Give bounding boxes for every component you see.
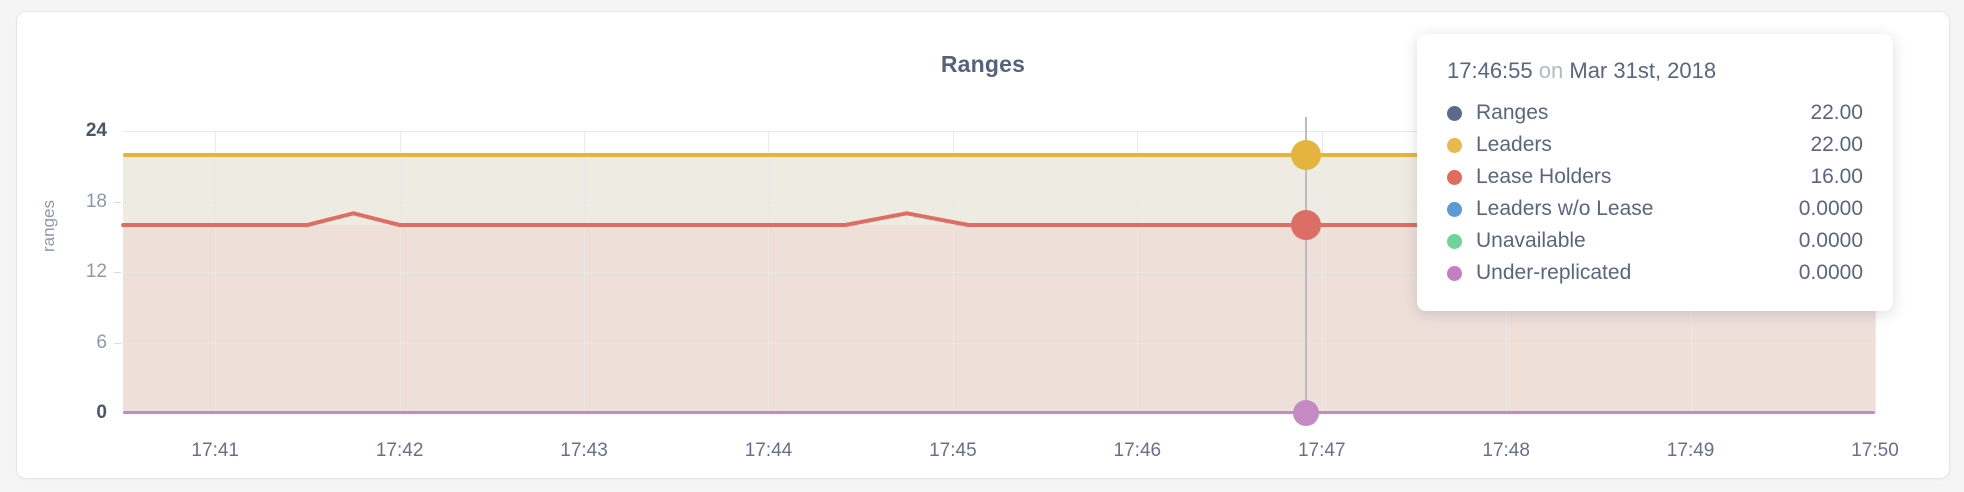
tooltip-header: 17:46:55 on Mar 31st, 2018 [1447, 58, 1863, 84]
y-axis-tick-label: 24 [85, 120, 107, 141]
line-lease-holders [123, 131, 1875, 413]
x-axis-tick-label: 17:41 [191, 440, 239, 461]
gridline-vertical [399, 131, 401, 413]
y-axis-tick-mark [114, 342, 121, 344]
y-axis-tick-mark [114, 201, 121, 203]
y-axis-tick-label: 0 [96, 402, 107, 423]
gridline-vertical [584, 131, 586, 413]
hover-dot-under-replicated [1293, 400, 1320, 426]
y-axis-tick-label: 12 [85, 261, 107, 282]
y-axis-tick-label: 18 [85, 190, 107, 212]
legend-dot-icon [1447, 233, 1462, 249]
gridline-vertical [768, 131, 770, 413]
hover-dot-leaders [1291, 139, 1322, 170]
legend-dot-icon [1447, 201, 1462, 217]
gridline-vertical [952, 131, 954, 413]
line-leaders [123, 152, 1875, 157]
x-axis-tick-label: 17:46 [1113, 440, 1162, 461]
legend-dot-icon [1447, 265, 1462, 281]
tooltip-row: Leaders w/o Lease 0.0000 [1447, 193, 1863, 225]
tooltip-row-value: 0.0000 [1798, 197, 1863, 220]
x-axis-tick-label: 17:44 [744, 440, 793, 461]
tooltip-row-value: 22.00 [1810, 101, 1863, 124]
y-axis-tick-label: 6 [96, 331, 107, 353]
page-title: Ranges [940, 51, 1026, 77]
tooltip-row-value: 0.0000 [1798, 229, 1863, 252]
tooltip-row: Lease Holders 16.00 [1447, 161, 1863, 193]
x-axis-tick-label: 17:49 [1666, 440, 1715, 461]
tooltip-row-label: Leaders w/o Lease [1476, 197, 1654, 220]
tooltip-row: Leaders 22.00 [1447, 129, 1863, 161]
gridline-vertical [1137, 131, 1139, 413]
tooltip-row: Ranges 22.00 [1447, 97, 1863, 129]
tooltip-row-value: 16.00 [1810, 165, 1863, 188]
tooltip-row-label: Under-replicated [1476, 261, 1632, 284]
hover-crosshair [1305, 117, 1308, 413]
x-axis-tick-label: 17:42 [375, 440, 424, 461]
x-axis-tick-label: 17:45 [929, 440, 977, 461]
x-axis-tick-label: 17:50 [1851, 440, 1899, 461]
tooltip-row: Unavailable 0.0000 [1447, 225, 1863, 257]
gridline-horizontal [123, 131, 1875, 132]
x-axis-tick-label: 17:48 [1482, 440, 1530, 461]
tooltip-row-label: Leaders [1476, 133, 1552, 156]
gridline-vertical [215, 131, 217, 413]
gridline-horizontal [123, 201, 1875, 203]
tooltip-rows: Ranges 22.00 Leaders 22.00 Lease Holders 16.0… [1447, 97, 1863, 289]
x-axis-tick-label: 17:43 [560, 440, 608, 461]
hover-tooltip: 17:46:55 on Mar 31st, 2018 Ranges 22.00 Le… [1417, 34, 1893, 311]
y-axis-tick-mark [114, 272, 121, 273]
tooltip-row-value: 0.0000 [1798, 261, 1863, 284]
hover-dot-lease-holders [1291, 210, 1322, 240]
tooltip-row-label: Unavailable [1476, 229, 1586, 252]
legend-dot-icon [1447, 105, 1462, 121]
gridline-vertical [1321, 131, 1323, 413]
gridline-horizontal [123, 342, 1875, 344]
tooltip-on-word: on [1538, 58, 1564, 83]
legend-dot-icon [1447, 169, 1462, 185]
x-axis-tick-label: 17:47 [1297, 440, 1346, 461]
gridline-horizontal [123, 272, 1875, 273]
line-under-replicated [123, 411, 1875, 414]
tooltip-row-value: 22.00 [1810, 133, 1863, 156]
chart-card: Ranges ranges 24 18 12 6 0 17:41 17:42 17:43 17… [16, 11, 1950, 479]
tooltip-row: Under-replicated 0.0000 [1447, 257, 1863, 289]
tooltip-time: 17:46:55 [1447, 58, 1533, 83]
tooltip-row-label: Lease Holders [1476, 165, 1612, 188]
tooltip-row-label: Ranges [1476, 101, 1549, 124]
tooltip-date: Mar 31st, 2018 [1569, 58, 1717, 83]
legend-dot-icon [1447, 137, 1462, 153]
